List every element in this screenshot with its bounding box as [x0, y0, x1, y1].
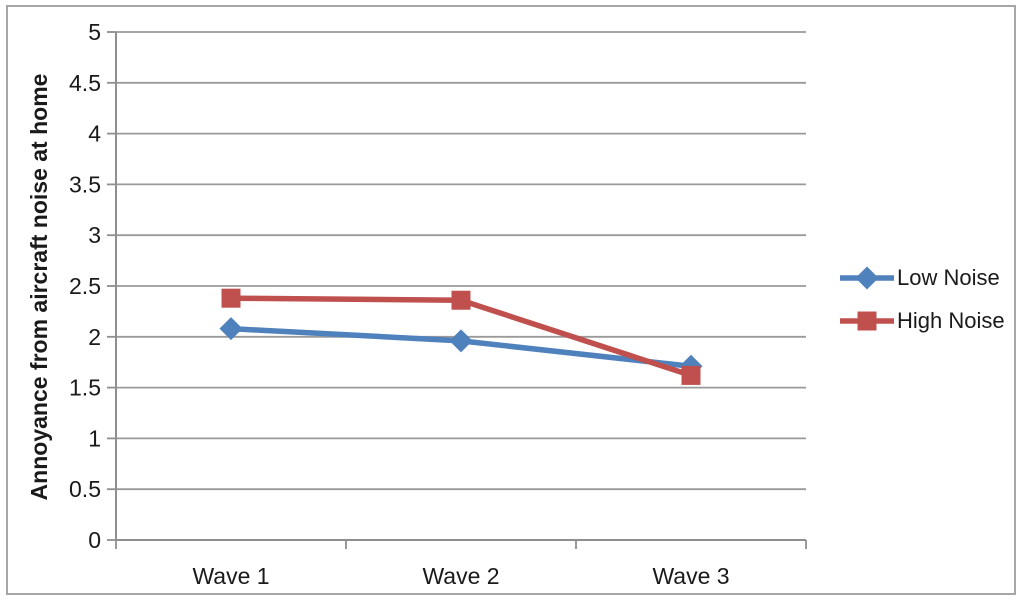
x-category-label: Wave 1	[192, 563, 269, 589]
y-tick-label: 4.5	[69, 70, 101, 96]
y-tick-label: 5	[88, 19, 101, 45]
y-tick-label: 0.5	[69, 476, 101, 502]
gridline-layer	[116, 31, 806, 541]
legend-label-low-noise: Low Noise	[897, 265, 1000, 290]
series-marker-low-noise	[219, 317, 243, 341]
series-marker-low-noise	[449, 329, 473, 353]
x-category-label: Wave 2	[422, 563, 499, 589]
y-tick-label: 3	[88, 222, 101, 248]
y-tick-label: 1	[88, 425, 101, 451]
chart-frame	[6, 5, 1016, 595]
axis-layer	[107, 31, 807, 549]
y-tick-label: 2	[88, 324, 101, 350]
legend-entry-low-noise: Low Noise	[840, 264, 1005, 292]
legend-marker-high-noise	[857, 311, 877, 331]
series-marker-high-noise	[451, 290, 471, 310]
legend-label-high-noise: High Noise	[897, 308, 1005, 333]
legend-marker-low-noise	[855, 266, 879, 290]
legend-swatch-high-noise	[840, 311, 894, 331]
series-marker-high-noise	[681, 365, 701, 385]
axis-label-layer: 0 0.5 1 1.5 2 2.5 3 3.5 4 4.5 5 Wave 1 Wave 2 Wave 3	[69, 19, 730, 589]
y-tick-label: 0	[88, 527, 101, 553]
legend-swatch-low-noise	[840, 266, 894, 290]
series-layer	[219, 288, 703, 385]
y-tick-label: 3.5	[69, 171, 101, 197]
legend: Low Noise High Noise	[840, 264, 1005, 335]
x-category-label: Wave 3	[652, 563, 729, 589]
legend-entry-high-noise: High Noise	[840, 307, 1005, 335]
y-tick-label: 1.5	[69, 375, 101, 401]
y-tick-label: 4	[88, 121, 101, 147]
series-marker-high-noise	[221, 288, 241, 308]
y-tick-label: 2.5	[69, 273, 101, 299]
y-axis-title: Annoyance from aircraft noise at home	[26, 74, 52, 501]
